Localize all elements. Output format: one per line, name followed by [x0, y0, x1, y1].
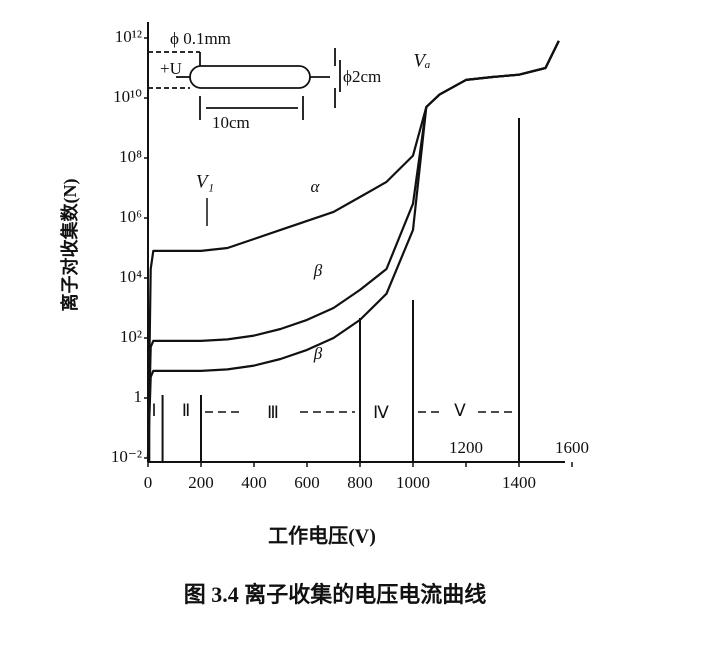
- x-tick-label: 1400: [502, 473, 536, 492]
- annotation: Vₐ: [413, 50, 430, 71]
- annotation: V₁: [196, 171, 214, 192]
- x-tick-label: 1200: [449, 438, 483, 457]
- x-tick-label: 400: [241, 473, 267, 492]
- series-label: β: [313, 344, 323, 363]
- x-tick-label: 1000: [396, 473, 430, 492]
- y-tick-label: 10⁻²: [111, 447, 142, 466]
- y-tick-label: 10⁶: [119, 207, 142, 226]
- annotation: +U: [160, 59, 182, 78]
- tube-diagram: [148, 48, 341, 120]
- data-line: [146, 40, 560, 459]
- caption: 图 3.4 离子收集的电压电流曲线: [184, 582, 487, 607]
- annotation: Ⅲ: [267, 403, 279, 422]
- annotation: Ⅳ: [373, 403, 389, 422]
- x-tick-label: 0: [144, 473, 153, 492]
- y-axis-label: 离子对收集数(N): [59, 179, 81, 312]
- y-tick-label: 10²: [120, 327, 142, 346]
- x-tick-label: 1600: [555, 438, 589, 457]
- annotation: ϕ2cm: [343, 67, 381, 86]
- annotation: 10cm: [212, 113, 250, 132]
- x-axis-label: 工作电压(V): [268, 524, 376, 548]
- y-tick-label: 1: [134, 387, 143, 406]
- y-tick-label: 10⁸: [119, 147, 142, 166]
- series-label: β: [313, 261, 323, 280]
- y-tick-label: 10⁴: [119, 267, 142, 286]
- y-tick-label: 10¹²: [115, 27, 142, 46]
- series-label: α: [311, 177, 321, 196]
- x-tick-label: 200: [188, 473, 214, 492]
- annotation: Ⅱ: [182, 401, 190, 420]
- x-tick-label: 600: [294, 473, 320, 492]
- y-tick-label: 10¹⁰: [113, 87, 142, 106]
- annotation: ϕ 0.1mm: [170, 29, 231, 48]
- annotation: Ⅴ: [454, 401, 466, 420]
- data-line: [146, 40, 560, 459]
- x-tick-label: 800: [347, 473, 373, 492]
- annotation: Ⅰ: [151, 401, 156, 420]
